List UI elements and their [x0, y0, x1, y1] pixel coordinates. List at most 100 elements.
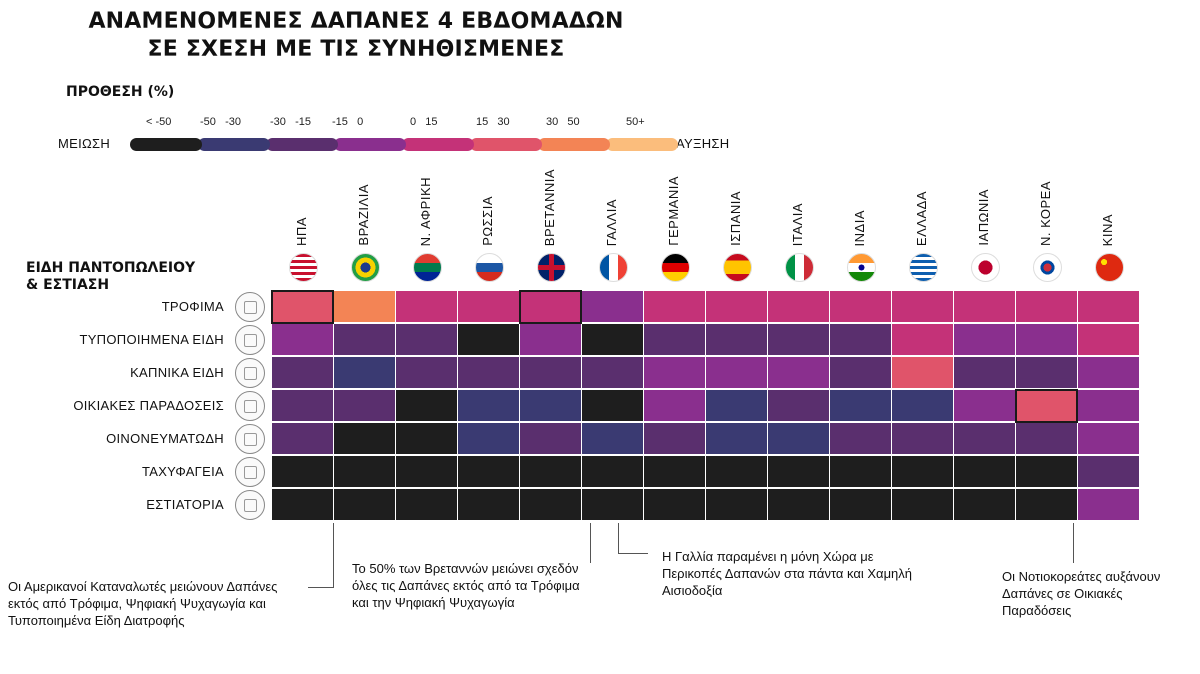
legend-heading: ΠΡΟΘΕΣΗ (%) — [66, 84, 175, 100]
br-flag-icon — [351, 253, 380, 282]
legend-bin-label: -15 0 — [332, 116, 364, 128]
gb-flag-icon — [537, 253, 566, 282]
heatmap-cell — [520, 357, 581, 388]
us-flag-icon — [289, 253, 318, 282]
es-flag-icon — [723, 253, 752, 282]
heatmap-cell — [520, 324, 581, 355]
column-header: ΒΡΕΤΑΝΝΙΑ — [520, 169, 582, 246]
fast-food-icon — [235, 457, 265, 487]
column-header: Ν. ΑΦΡΙΚΗ — [396, 170, 458, 246]
heatmap-cell — [706, 390, 767, 421]
heatmap-cell — [1016, 357, 1077, 388]
kr-flag-icon — [1033, 253, 1062, 282]
heatmap-cell — [396, 324, 457, 355]
fr-flag-icon — [599, 253, 628, 282]
heatmap-cell — [520, 456, 581, 487]
heatmap-cell — [830, 390, 891, 421]
column-header: ΙΤΑΛΙΑ — [768, 170, 830, 246]
legend-swatch-5 — [470, 138, 542, 151]
heatmap-cell — [644, 423, 705, 454]
heatmap-cell — [520, 390, 581, 421]
heatmap-cell — [334, 291, 395, 322]
heatmap-cell — [954, 291, 1015, 322]
column-header: ΙΝΔΙΑ — [830, 170, 892, 246]
heatmap-cell — [954, 456, 1015, 487]
heatmap-cell — [396, 489, 457, 520]
heatmap-cell — [334, 357, 395, 388]
note-france: Η Γαλλία παραμένει η μόνη Χώρα με Περικο… — [662, 549, 913, 598]
heatmap-cell — [1078, 489, 1139, 520]
section-title: ΕΙΔΗ ΠΑΝΤΟΠΩΛΕΙΟΥ & ΕΣΤΙΑΣΗ — [26, 260, 195, 294]
legend-swatch-3 — [334, 138, 406, 151]
title-line-1: ΑΝΑΜΕΝΟΜΕΝΕΣ ΔΑΠΑΝΕΣ 4 ΕΒΔΟΜΑΔΩΝ — [88, 9, 624, 34]
column-label: ΗΠΑ — [294, 217, 309, 246]
it-flag-icon — [785, 253, 814, 282]
title-line-2: ΣΕ ΣΧΕΣΗ ΜΕ ΤΙΣ ΣΥΝΗΘΙΣΜΕΝΕΣ — [147, 37, 565, 62]
heatmap-cell — [768, 456, 829, 487]
france-note-leader-h — [618, 553, 648, 554]
legend-bin-label: 30 50 — [546, 116, 580, 128]
column-label: ΙΑΠΩΝΙΑ — [976, 189, 991, 246]
legend-bin-label: 15 30 — [476, 116, 510, 128]
heatmap-cell — [768, 291, 829, 322]
heatmap-cell — [830, 291, 891, 322]
bottle-icon — [235, 424, 265, 454]
heatmap-cell — [644, 324, 705, 355]
heatmap-cell — [1078, 291, 1139, 322]
column-label: ΙΝΔΙΑ — [852, 209, 867, 246]
column-header: Ν. ΚΟΡΕΑ — [1016, 170, 1078, 246]
legend-swatch-2 — [266, 138, 338, 151]
chart-title: ΑΝΑΜΕΝΟΜΕΝΕΣ ΔΑΠΑΝΕΣ 4 ΕΒΔΟΜΑΔΩΝ ΣΕ ΣΧΕΣ… — [0, 8, 712, 64]
heatmap-cell — [272, 489, 333, 520]
heatmap-cell — [768, 324, 829, 355]
heatmap-cell — [272, 390, 333, 421]
legend-bin-label: 0 15 — [410, 116, 438, 128]
jp-flag-icon — [971, 253, 1000, 282]
heatmap-cell — [1016, 324, 1077, 355]
note-uk: Το 50% των Βρεταννών μειώνει σχεδόν όλες… — [352, 561, 580, 610]
heatmap-cell — [892, 291, 953, 322]
heatmap-cell — [892, 489, 953, 520]
heatmap-cell — [334, 324, 395, 355]
heatmap-cell — [1016, 291, 1077, 322]
row-label: ΟΙΚΙΑΚΕΣ ΠΑΡΑΔΟΣΕΙΣ — [73, 398, 224, 413]
heatmap-cell — [582, 489, 643, 520]
heatmap-cell — [458, 423, 519, 454]
legend-increase-label: ΑΥΞΗΣΗ — [676, 136, 730, 151]
cigarette-icon — [235, 358, 265, 388]
in-flag-icon — [847, 253, 876, 282]
column-label: Ν. ΚΟΡΕΑ — [1038, 180, 1053, 246]
heatmap-cell — [458, 324, 519, 355]
heatmap-cell — [396, 390, 457, 421]
heatmap-cell — [954, 324, 1015, 355]
heatmap-cell — [954, 357, 1015, 388]
column-label: ΓΑΛΛΙΑ — [604, 198, 619, 246]
heatmap-cell — [1078, 357, 1139, 388]
column-header: ΡΩΣΣΙΑ — [458, 170, 520, 246]
row-label: ΤΡΟΦΙΜΑ — [161, 299, 224, 314]
heatmap-cell — [644, 357, 705, 388]
heatmap-cell — [954, 390, 1015, 421]
heatmap-cell — [830, 456, 891, 487]
heatmap-cell — [1016, 390, 1077, 421]
legend-bin-label: -30 -15 — [270, 116, 311, 128]
packaged-goods-icon — [235, 325, 265, 355]
row-label: ΟΙΝΟΝΕΥΜΑΤΩΔΗ — [106, 431, 224, 446]
heatmap-cell — [830, 489, 891, 520]
legend-swatch-6 — [538, 138, 610, 151]
heatmap-cell — [768, 390, 829, 421]
legend-swatch-7 — [606, 138, 678, 151]
heatmap-cell — [396, 456, 457, 487]
column-header: ΓΑΛΛΙΑ — [582, 170, 644, 246]
legend-bin-label: 50+ — [626, 116, 645, 128]
row-label: ΕΣΤΙΑΤΟΡΙΑ — [146, 497, 224, 512]
heatmap-cell — [458, 489, 519, 520]
column-header: ΗΠΑ — [272, 170, 334, 246]
heatmap-cell — [954, 489, 1015, 520]
heatmap-cell — [644, 390, 705, 421]
heatmap-cell — [830, 324, 891, 355]
legend-decrease-label: ΜΕΙΩΣΗ — [58, 136, 111, 151]
heatmap-cell — [830, 357, 891, 388]
heatmap-cell — [1078, 390, 1139, 421]
legend-swatch-4 — [402, 138, 474, 151]
